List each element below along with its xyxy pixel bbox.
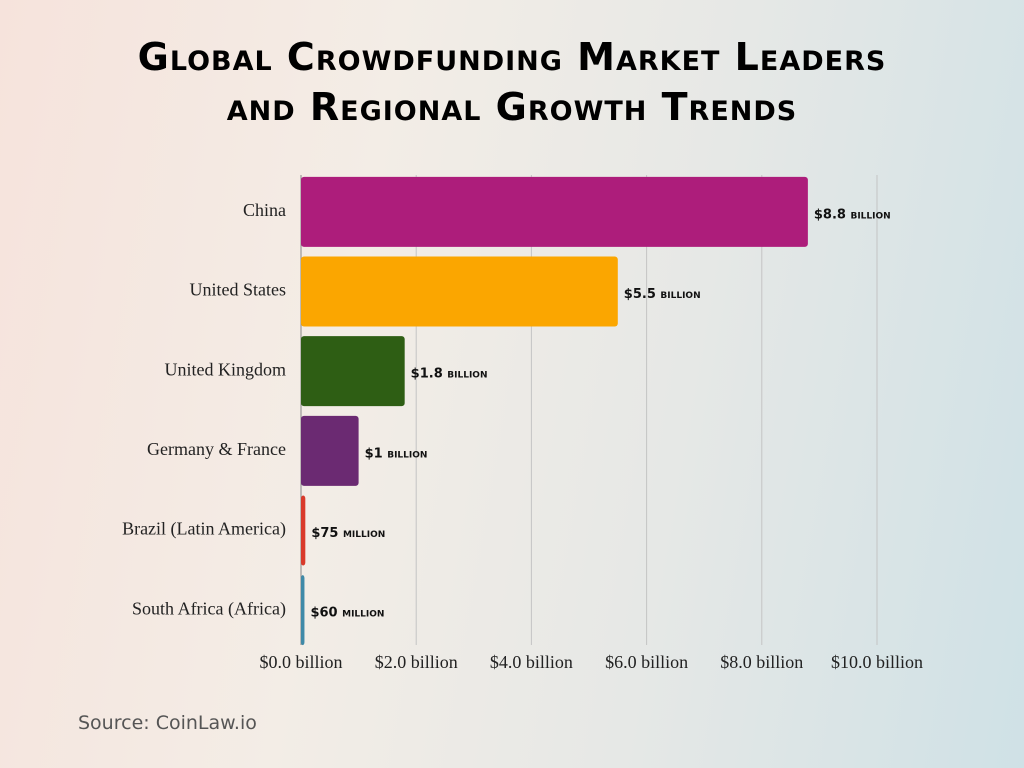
x-tick-label: $0.0 billion: [259, 652, 342, 672]
category-label: South Africa (Africa): [132, 598, 286, 619]
category-label: Brazil (Latin America): [122, 519, 286, 540]
value-label: $1 billion: [365, 446, 428, 461]
x-tick-label: $8.0 billion: [720, 652, 803, 672]
x-tick-label: $2.0 billion: [375, 652, 458, 672]
value-label: $8.8 billion: [814, 207, 891, 222]
category-label: China: [243, 200, 286, 220]
source: Source: CoinLaw.io: [78, 712, 257, 734]
category-label: United Kingdom: [165, 359, 287, 379]
category-label: Germany & France: [147, 439, 286, 459]
bar: [301, 256, 618, 327]
x-tick-label: $6.0 billion: [605, 652, 688, 672]
chart-title: Global Crowdfunding Market Leaders and R…: [137, 35, 887, 129]
bar: [301, 176, 808, 247]
value-label: $60 million: [310, 606, 384, 621]
category-label: United States: [190, 280, 287, 300]
bar: [301, 336, 405, 407]
bar: [301, 415, 359, 486]
value-label: $5.5 billion: [624, 287, 701, 302]
value-label: $75 million: [311, 526, 385, 541]
x-tick-label: $10.0 billion: [831, 652, 923, 672]
x-tick-label: $4.0 billion: [490, 652, 573, 672]
value-label: $1.8 billion: [411, 367, 488, 382]
bar: [301, 495, 306, 566]
bar: [301, 575, 305, 646]
